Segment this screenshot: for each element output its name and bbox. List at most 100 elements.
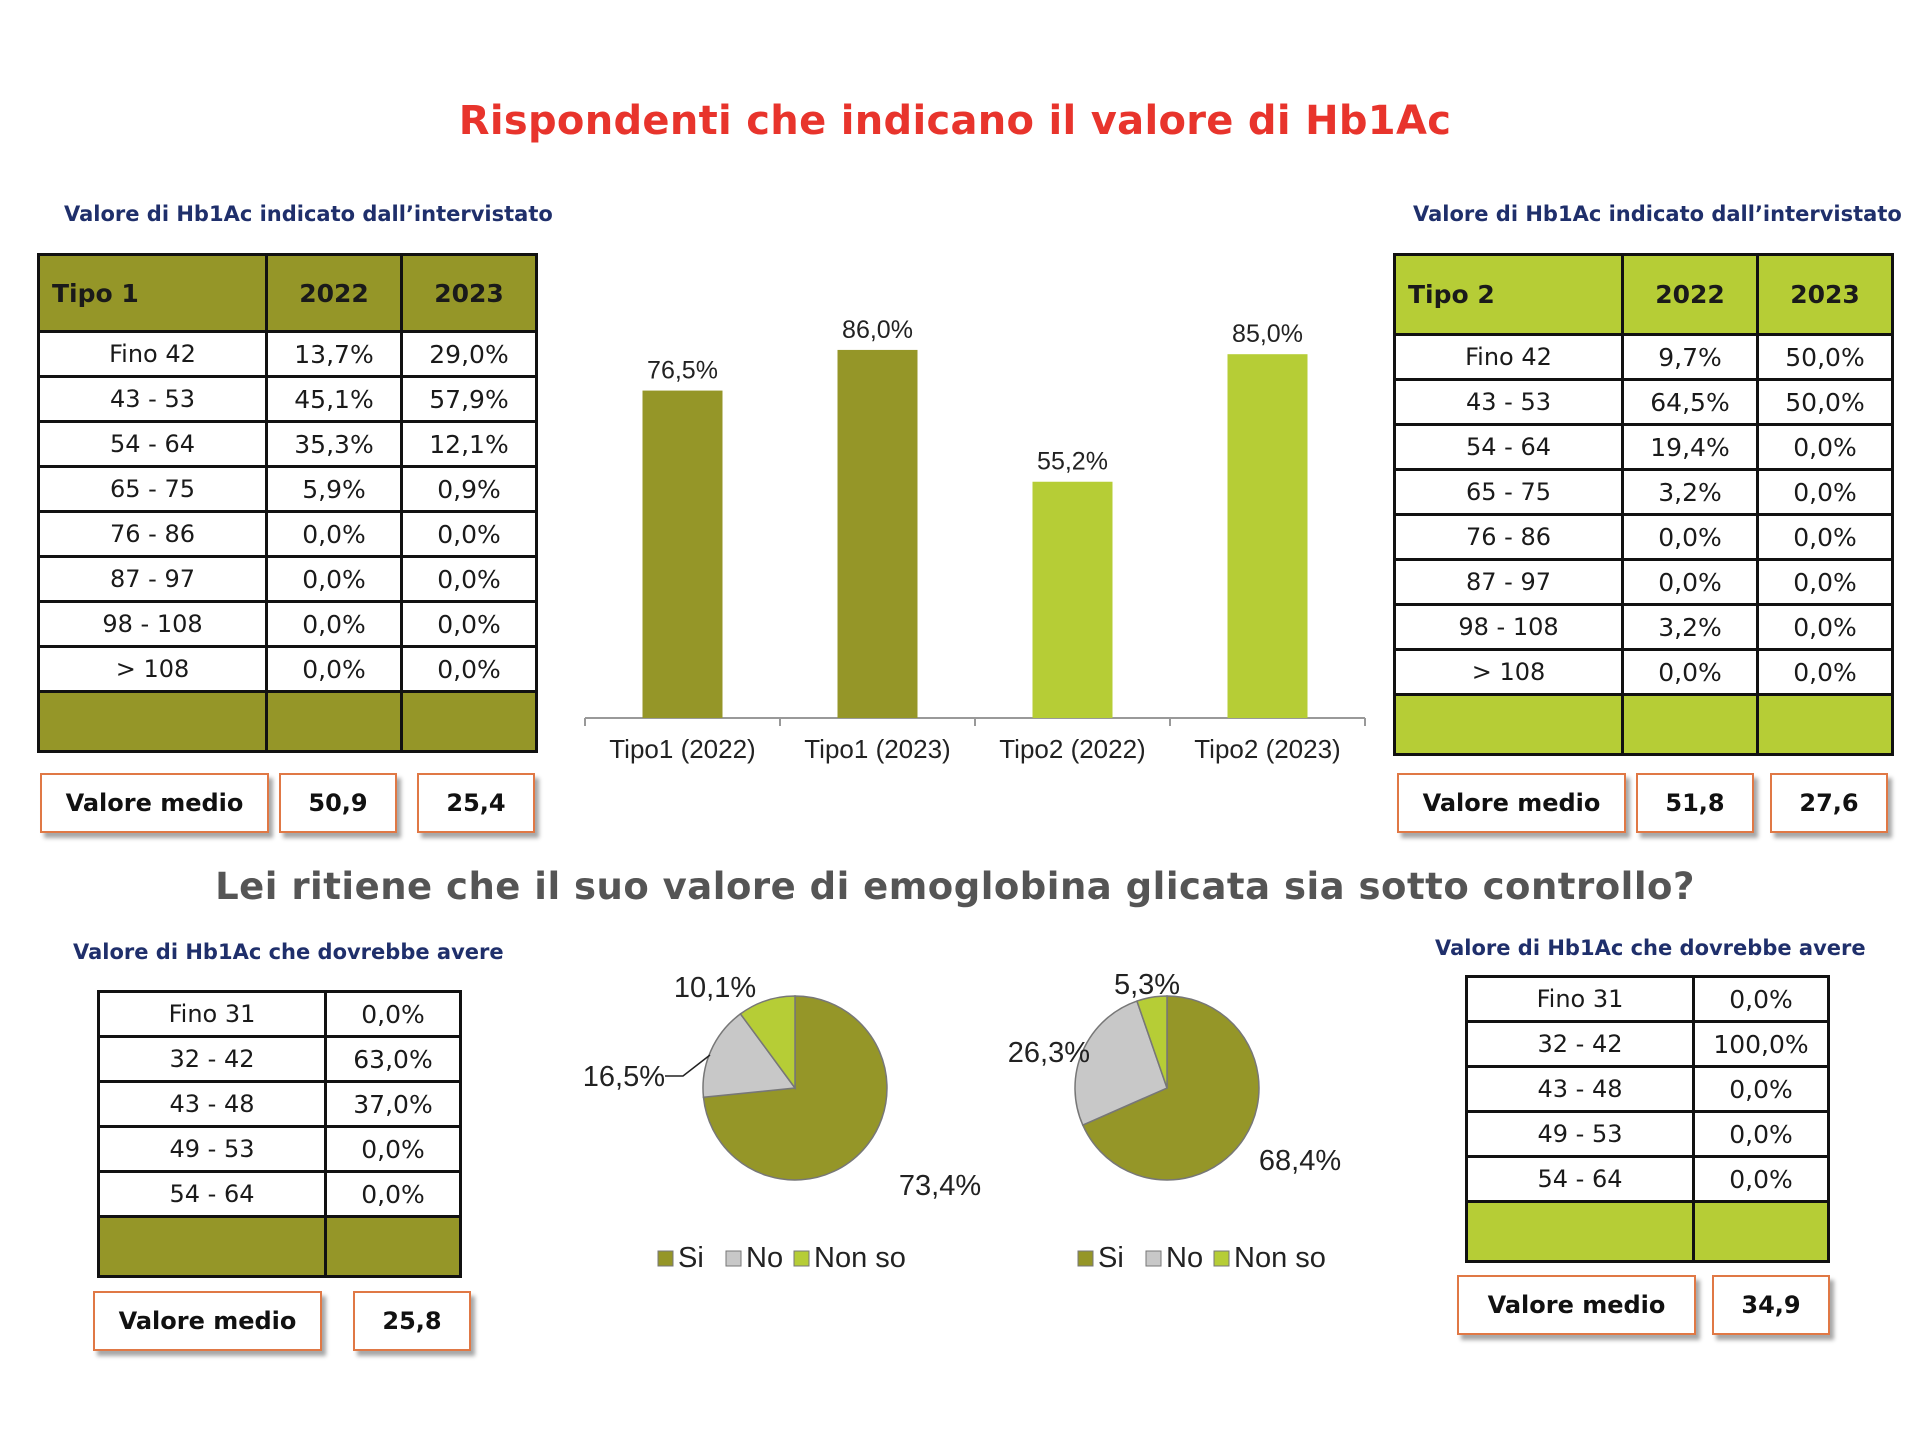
table-cell: > 108 bbox=[37, 645, 268, 693]
table-cell: 0,0% bbox=[324, 990, 462, 1038]
table-header: Tipo 2 bbox=[1393, 253, 1624, 336]
tipo2-target-caption: Valore di Hb1Ac che dovrebbe avere bbox=[1435, 936, 1866, 960]
table-cell: 0,0% bbox=[324, 1170, 462, 1218]
table-cell: 98 - 108 bbox=[1393, 603, 1624, 651]
legend-label: Non so bbox=[1234, 1242, 1326, 1274]
table-cell: 9,7% bbox=[1621, 333, 1759, 381]
table-cell: 19,4% bbox=[1621, 423, 1759, 471]
table-cell: 0,0% bbox=[400, 645, 538, 693]
table-cell: 87 - 97 bbox=[37, 555, 268, 603]
pie-chart-tipo1: 73,4% 16,5% 10,1% Si No Non so bbox=[583, 972, 981, 1274]
page-title: Rispondenti che indicano il valore di Hb… bbox=[458, 98, 1452, 144]
tipo1-mean-2022: 50,9 bbox=[279, 773, 397, 833]
table-cell: 0,0% bbox=[400, 555, 538, 603]
legend-label: Si bbox=[678, 1242, 704, 1274]
bar bbox=[1032, 481, 1113, 718]
pie-chart-tipo2: 68,4% 26,3% 5,3% Si No Non so bbox=[1008, 969, 1341, 1274]
tipo2-mean-label: Valore medio bbox=[1397, 773, 1626, 833]
tipo1-target-mean-label: Valore medio bbox=[93, 1291, 322, 1351]
table-cell: 64,5% bbox=[1621, 378, 1759, 426]
pie-data-label: 5,3% bbox=[1114, 969, 1180, 1001]
table-cell: 65 - 75 bbox=[1393, 468, 1624, 516]
table-cell: 0,9% bbox=[400, 465, 538, 513]
table-cell: 35,3% bbox=[265, 420, 403, 468]
tipo1-mean-label: Valore medio bbox=[40, 773, 269, 833]
pie-data-label: 16,5% bbox=[583, 1061, 665, 1093]
table-cell: 45,1% bbox=[265, 375, 403, 423]
table-cell: 76 - 86 bbox=[1393, 513, 1624, 561]
table-cell: 63,0% bbox=[324, 1035, 462, 1083]
tipo1-target-table: Fino 31 0,0% 32 - 42 63,0% 43 - 48 37,0% 49… bbox=[97, 990, 462, 1278]
tipo2-target-mean-label: Valore medio bbox=[1457, 1275, 1696, 1335]
table-cell: 54 - 64 bbox=[1393, 423, 1624, 471]
table-cell: 12,1% bbox=[400, 420, 538, 468]
bar bbox=[642, 390, 723, 718]
pie-data-label: 10,1% bbox=[674, 972, 756, 1004]
table-cell: 0,0% bbox=[1692, 975, 1830, 1023]
legend-label: Non so bbox=[814, 1242, 906, 1274]
question-heading: Lei ritiene che il suo valore di emoglob… bbox=[215, 865, 1695, 908]
table-cell: 0,0% bbox=[265, 600, 403, 648]
pie-data-label: 73,4% bbox=[899, 1170, 981, 1202]
table-header: 2022 bbox=[1621, 253, 1759, 336]
table-footer-row bbox=[37, 690, 538, 753]
bar-data-label: 55,2% bbox=[1037, 448, 1108, 476]
tipo2-target-mean-value: 34,9 bbox=[1712, 1275, 1830, 1335]
table-cell: 0,0% bbox=[1692, 1155, 1830, 1203]
table-cell: Fino 31 bbox=[97, 990, 327, 1038]
pie-slice bbox=[739, 995, 796, 1091]
table-cell: 98 - 108 bbox=[37, 600, 268, 648]
table-cell: 0,0% bbox=[265, 555, 403, 603]
table-cell: 37,0% bbox=[324, 1080, 462, 1128]
table-footer-row bbox=[1465, 1200, 1830, 1263]
pie-data-label: 68,4% bbox=[1259, 1145, 1341, 1177]
pie-slice bbox=[1135, 995, 1168, 1089]
table-cell: 0,0% bbox=[1692, 1110, 1830, 1158]
table-cell: 0,0% bbox=[1621, 558, 1759, 606]
table-header: 2022 bbox=[265, 253, 403, 333]
bar-data-label: 85,0% bbox=[1232, 320, 1303, 348]
table-cell: 54 - 64 bbox=[1465, 1155, 1695, 1203]
table-cell: 49 - 53 bbox=[1465, 1110, 1695, 1158]
tipo1-table-caption: Valore di Hb1Ac indicato dall’intervista… bbox=[64, 202, 553, 226]
table-cell: 13,7% bbox=[265, 330, 403, 378]
pie-slice bbox=[1074, 1000, 1168, 1127]
pie-slice bbox=[1081, 995, 1260, 1181]
tipo2-hb1ac-table: Tipo 2 2022 2023 Fino 42 9,7% 50,0% 43 - 5… bbox=[1393, 253, 1894, 756]
table-cell: 0,0% bbox=[1756, 558, 1894, 606]
tipo2-mean-2022: 51,8 bbox=[1636, 773, 1754, 833]
legend-swatch bbox=[657, 1250, 674, 1267]
table-cell: 43 - 53 bbox=[1393, 378, 1624, 426]
table-cell: 32 - 42 bbox=[1465, 1020, 1695, 1068]
table-cell: 0,0% bbox=[1756, 423, 1894, 471]
tipo2-mean-2023: 27,6 bbox=[1770, 773, 1888, 833]
table-cell: 43 - 48 bbox=[97, 1080, 327, 1128]
pie-data-label: 26,3% bbox=[1008, 1037, 1090, 1069]
x-tick-label: Tipo2 (2023) bbox=[1194, 734, 1340, 764]
x-tick-label: Tipo1 (2023) bbox=[804, 734, 950, 764]
tipo2-target-table: Fino 31 0,0% 32 - 42 100,0% 43 - 48 0,0% 49… bbox=[1465, 975, 1830, 1263]
table-cell: 0,0% bbox=[1756, 513, 1894, 561]
table-cell: Fino 42 bbox=[37, 330, 268, 378]
table-cell: Fino 42 bbox=[1393, 333, 1624, 381]
table-cell: 54 - 64 bbox=[37, 420, 268, 468]
legend-label: Si bbox=[1098, 1242, 1124, 1274]
table-cell: 100,0% bbox=[1692, 1020, 1830, 1068]
legend-label: No bbox=[746, 1242, 783, 1274]
bar-data-label: 86,0% bbox=[842, 316, 913, 344]
table-footer-row bbox=[97, 1215, 462, 1278]
tipo1-hb1ac-table: Tipo 1 2022 2023 Fino 42 13,7% 29,0% 43 - … bbox=[37, 253, 538, 753]
table-cell: 0,0% bbox=[1621, 648, 1759, 696]
table-cell: 43 - 48 bbox=[1465, 1065, 1695, 1113]
legend-swatch bbox=[725, 1250, 742, 1267]
table-cell: 43 - 53 bbox=[37, 375, 268, 423]
table-cell: 49 - 53 bbox=[97, 1125, 327, 1173]
table-cell: 3,2% bbox=[1621, 603, 1759, 651]
table-cell: 32 - 42 bbox=[97, 1035, 327, 1083]
legend-swatch bbox=[793, 1250, 810, 1267]
table-cell: 57,9% bbox=[400, 375, 538, 423]
table-cell: 5,9% bbox=[265, 465, 403, 513]
table-cell: Fino 31 bbox=[1465, 975, 1695, 1023]
table-cell: 50,0% bbox=[1756, 333, 1894, 381]
table-cell: 0,0% bbox=[1692, 1065, 1830, 1113]
